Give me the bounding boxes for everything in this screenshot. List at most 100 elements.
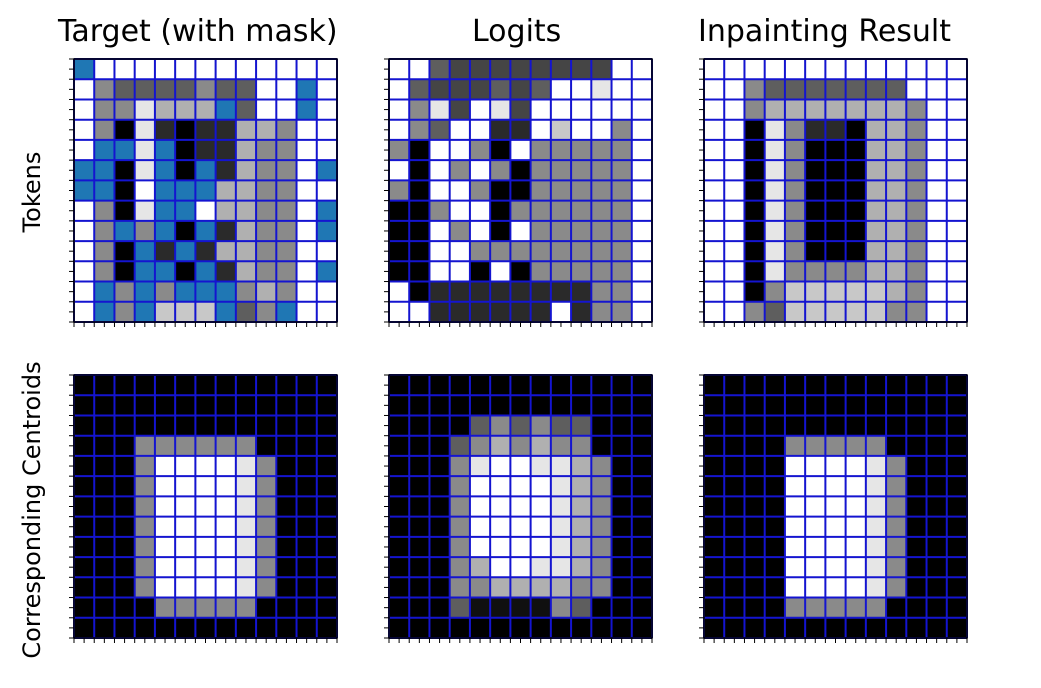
heatmap-cell — [926, 139, 948, 161]
heatmap-cell — [195, 597, 216, 619]
heatmap-cell — [490, 516, 511, 538]
heatmap-cell — [510, 577, 531, 598]
heatmap-cell — [744, 597, 765, 619]
heatmap-cell — [175, 99, 196, 120]
heatmap-cell — [631, 496, 653, 517]
heatmap-cell — [215, 577, 237, 598]
heatmap-cell — [389, 180, 410, 201]
panel-target-centroids — [69, 374, 338, 643]
heatmap-cell — [946, 395, 968, 416]
heatmap-cell — [926, 496, 948, 517]
heatmap-cell — [510, 395, 531, 416]
heatmap-cell — [154, 160, 176, 181]
heatmap-cell — [449, 119, 471, 141]
heatmap-cell — [256, 557, 277, 578]
heatmap-cell — [429, 281, 450, 303]
heatmap-cell — [906, 415, 927, 436]
heatmap-cell — [195, 160, 216, 181]
heatmap-cell — [215, 516, 237, 538]
heatmap-cell — [926, 301, 948, 323]
heatmap-cell — [215, 180, 237, 201]
heatmap-cell — [94, 301, 115, 323]
heatmap-cell — [784, 496, 806, 517]
heatmap-cell — [946, 79, 968, 100]
heatmap-cell — [94, 577, 115, 598]
heatmap-cell — [114, 476, 135, 497]
heatmap-cell — [429, 375, 450, 396]
heatmap-cell — [175, 557, 196, 578]
heatmap-cell — [195, 415, 216, 436]
heatmap-cell — [704, 160, 725, 181]
heatmap-cell — [845, 516, 867, 538]
heatmap-cell — [154, 99, 176, 120]
heatmap-cell — [631, 119, 653, 141]
heatmap-cell — [490, 617, 511, 639]
heatmap-cell — [825, 476, 846, 497]
heatmap-cell — [429, 557, 450, 578]
heatmap-cell — [744, 395, 765, 416]
heatmap-cell — [591, 435, 612, 457]
heatmap-cell — [906, 281, 927, 303]
heatmap-cell — [490, 200, 511, 222]
heatmap-cell — [215, 301, 237, 323]
heatmap-cell — [74, 119, 95, 141]
heatmap-cell — [256, 220, 277, 242]
heatmap-cell — [449, 557, 471, 578]
heatmap-cell — [316, 577, 338, 598]
heatmap-cell — [429, 496, 450, 517]
heatmap-cell — [550, 536, 572, 558]
heatmap-cell — [591, 395, 612, 416]
heatmap-cell — [276, 200, 297, 222]
heatmap-cell — [510, 59, 531, 80]
heatmap-cell — [94, 617, 115, 639]
heatmap-cell — [886, 577, 907, 598]
heatmap-cell — [571, 119, 592, 141]
heatmap-cell — [389, 261, 410, 282]
heatmap-cell — [469, 455, 491, 477]
heatmap-cell — [845, 577, 867, 598]
heatmap-cell — [571, 516, 592, 538]
heatmap-cell — [134, 301, 156, 323]
heatmap-cell — [784, 180, 806, 201]
heatmap-cell — [724, 139, 745, 161]
heatmap-cell — [154, 476, 176, 497]
heatmap-cell — [195, 496, 216, 517]
heatmap-cell — [886, 79, 907, 100]
heatmap-cell — [154, 375, 176, 396]
heatmap-cell — [764, 375, 786, 396]
heatmap-cell — [764, 301, 786, 323]
heatmap-cell — [409, 180, 430, 201]
heatmap-cell — [550, 241, 572, 262]
heatmap-cell — [389, 99, 410, 120]
heatmap-cell — [429, 415, 450, 436]
heatmap-cell — [316, 536, 338, 558]
heatmap-cell — [74, 180, 95, 201]
heatmap-cell — [530, 617, 552, 639]
heatmap-cell — [276, 476, 297, 497]
heatmap-cell — [886, 99, 907, 120]
heatmap-cell — [886, 241, 907, 262]
heatmap-cell — [825, 375, 846, 396]
heatmap-cell — [490, 375, 511, 396]
heatmap-cell — [571, 139, 592, 161]
heatmap-cell — [805, 496, 826, 517]
heatmap-cell — [276, 557, 297, 578]
heatmap-cell — [906, 59, 927, 80]
heatmap-cell — [74, 597, 95, 619]
heatmap-cell — [316, 597, 338, 619]
heatmap-cell — [611, 435, 633, 457]
heatmap-cell — [805, 281, 826, 303]
heatmap-cell — [296, 617, 318, 639]
heatmap-cell — [906, 455, 927, 477]
heatmap-cell — [175, 516, 196, 538]
heatmap-cell — [631, 415, 653, 436]
heatmap-cell — [906, 476, 927, 497]
heatmap-cell — [946, 59, 968, 80]
heatmap-cell — [409, 516, 430, 538]
heatmap-cell — [256, 79, 277, 100]
heatmap-cell — [114, 200, 135, 222]
heatmap-cell — [469, 536, 491, 558]
heatmap-cell — [744, 281, 765, 303]
heatmap-cell — [764, 241, 786, 262]
heatmap-cell — [906, 119, 927, 141]
